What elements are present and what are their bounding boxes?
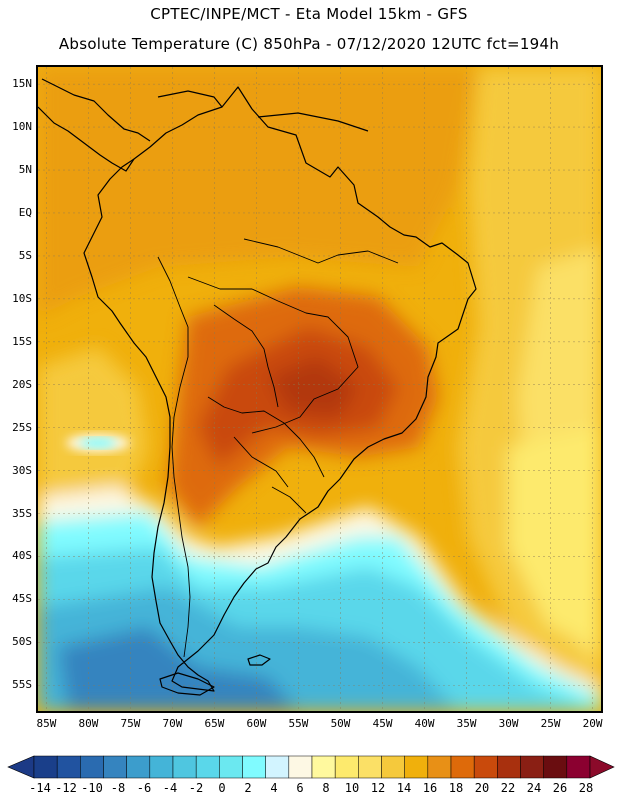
lon-tick-label: 70W (162, 717, 183, 730)
lon-tick-label: 50W (330, 717, 351, 730)
legend-level-label: -12 (55, 781, 77, 795)
coastline-caribbean (157, 90, 369, 132)
legend-swatch (497, 755, 521, 779)
legend-swatch (126, 755, 151, 779)
legend-swatch (404, 755, 429, 779)
legend-high-arrow (589, 755, 615, 779)
lon-tick-label: 60W (246, 717, 267, 730)
lon-tick-label: 45W (372, 717, 393, 730)
legend-level-label: 22 (500, 781, 516, 795)
lat-tick-label: 5N (18, 163, 32, 177)
coastline-falklands (247, 654, 271, 666)
lat-tick-label: 55S (12, 678, 32, 692)
legend-swatch (195, 755, 220, 779)
legend-level-label: -10 (81, 781, 103, 795)
legend-swatch (543, 755, 568, 779)
legend-swatch (149, 755, 174, 779)
lon-tick-label: 40W (414, 717, 435, 730)
field-south-m8 (58, 627, 298, 711)
lat-tick-label: 20S (12, 377, 32, 391)
legend-low-arrow (7, 755, 35, 779)
field-pacific-cold-spot (80, 438, 116, 448)
legend-swatch (242, 755, 266, 779)
field-north-20 (38, 67, 478, 317)
legend-swatch (33, 755, 58, 779)
lat-tick-label: 40S (12, 549, 32, 563)
legend-swatch (566, 755, 591, 779)
lat-tick-label: 5S (18, 248, 32, 262)
graticule (38, 67, 601, 711)
legend-level-label: -8 (110, 781, 126, 795)
border-argentina (207, 396, 325, 514)
lon-tick-label: 80W (78, 717, 99, 730)
lon-tick-label: 20W (582, 717, 603, 730)
legend-swatch (358, 755, 382, 779)
legend-level-label: 24 (526, 781, 542, 795)
legend-swatch (219, 755, 243, 779)
lat-tick-label: 10N (12, 120, 32, 134)
lon-tick-label: 65W (204, 717, 225, 730)
border-brazil (187, 238, 399, 434)
map-frame (36, 65, 603, 713)
legend-swatch (450, 755, 475, 779)
field-atlantic-12 (508, 427, 601, 647)
legend-level-label: 8 (322, 781, 330, 795)
lat-tick-label: 10S (12, 291, 32, 305)
lat-tick-label: 30S (12, 463, 32, 477)
legend-swatch (103, 755, 127, 779)
legend-level-label: 12 (370, 781, 386, 795)
legend-level-label: 4 (270, 781, 278, 795)
lon-tick-label: 30W (498, 717, 519, 730)
lon-tick-label: 85W (36, 717, 57, 730)
lat-tick-label: 15N (12, 77, 32, 91)
legend-level-label: 6 (296, 781, 304, 795)
lat-tick-label: 50S (12, 635, 32, 649)
legend-swatch (427, 755, 452, 779)
legend-level-label: 2 (244, 781, 252, 795)
lat-tick-label: 35S (12, 506, 32, 520)
legend-swatch (473, 755, 498, 779)
coastline-tierra-del-fuego (159, 672, 215, 696)
lon-tick-label: 35W (456, 717, 477, 730)
legend-level-label: 26 (552, 781, 568, 795)
legend-level-label: -6 (136, 781, 152, 795)
legend-level-label: 28 (578, 781, 594, 795)
coastline-central-america (38, 78, 151, 172)
legend-swatch (288, 755, 313, 779)
lat-tick-label: 25S (12, 420, 32, 434)
temperature-map (38, 67, 601, 711)
lat-tick-label: 15S (12, 334, 32, 348)
field-pacific-16 (38, 347, 148, 507)
legend-level-label: 20 (474, 781, 490, 795)
coastline-south-america (83, 86, 477, 692)
legend-swatch (311, 755, 336, 779)
legend-level-label: 0 (218, 781, 226, 795)
map-title: CPTEC/INPE/MCT - Eta Model 15km - GFS (150, 5, 468, 23)
legend-swatch (520, 755, 544, 779)
lon-tick-label: 55W (288, 717, 309, 730)
legend-level-label: 14 (396, 781, 412, 795)
legend-level-label: 16 (422, 781, 438, 795)
lat-tick-label: 45S (12, 592, 32, 606)
legend-swatch (172, 755, 197, 779)
color-legend (7, 755, 615, 779)
lon-tick-label: 75W (120, 717, 141, 730)
legend-swatch (265, 755, 290, 779)
legend-swatch (381, 755, 405, 779)
border-andes (157, 256, 191, 658)
legend-swatch (334, 755, 359, 779)
map-subtitle: Absolute Temperature (C) 850hPa - 07/12/… (58, 35, 560, 53)
legend-level-label: -4 (162, 781, 178, 795)
lon-tick-label: 25W (540, 717, 561, 730)
legend-level-label: -14 (29, 781, 51, 795)
legend-level-label: 10 (344, 781, 360, 795)
legend-level-label: 18 (448, 781, 464, 795)
legend-swatch (80, 755, 104, 779)
legend-level-label: -2 (188, 781, 204, 795)
field-core-26 (268, 357, 358, 417)
lat-tick-label: EQ (18, 205, 32, 219)
legend-swatch (56, 755, 81, 779)
